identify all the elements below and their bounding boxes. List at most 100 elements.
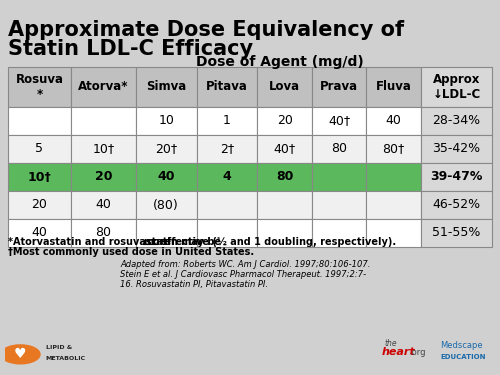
Bar [258,135,312,163]
Bar [312,163,366,191]
Bar [196,135,258,163]
Bar [8,191,71,219]
Bar [258,191,312,219]
Bar [421,67,492,107]
Text: †Most commonly used dose in United States.: †Most commonly used dose in United State… [8,247,254,257]
Bar [196,191,258,219]
Text: 5: 5 [36,142,44,156]
Text: LIPID &: LIPID & [46,345,72,350]
Text: 20†: 20† [155,142,178,156]
Bar [421,163,492,191]
Text: 40: 40 [32,226,48,240]
Text: Adapted from: Roberts WC. Am J Cardiol. 1997;80:106-107.: Adapted from: Roberts WC. Am J Cardiol. … [120,260,370,269]
Text: 2†: 2† [220,142,234,156]
Bar [71,67,136,107]
Text: 80: 80 [96,226,112,240]
Bar [71,107,136,135]
Bar [421,191,492,219]
Text: 40: 40 [96,198,112,211]
Text: 40: 40 [386,114,402,128]
Text: Dose of Agent (mg/d): Dose of Agent (mg/d) [196,55,364,69]
Text: Prava: Prava [320,81,358,93]
Bar [136,107,196,135]
Bar [71,135,136,163]
Text: Statin LDL-C Efficacy: Statin LDL-C Efficacy [8,39,253,59]
Bar [258,163,312,191]
Text: 40: 40 [158,171,175,183]
Text: 20: 20 [276,114,292,128]
Text: Fluva: Fluva [376,81,412,93]
Bar [366,191,421,219]
Text: Pitava: Pitava [206,81,248,93]
Bar [8,67,71,107]
Text: ♥: ♥ [14,347,26,362]
Text: Stein E et al. J Cardiovasc Pharmacol Therapeut. 1997;2:7-: Stein E et al. J Cardiovasc Pharmacol Th… [120,270,366,279]
Text: 10: 10 [158,114,174,128]
Bar [312,135,366,163]
Bar [196,67,258,107]
Text: 10†: 10† [28,171,52,183]
Bar [366,67,421,107]
Text: more: more [143,237,171,247]
Text: heart: heart [382,347,416,357]
Text: Simva: Simva [146,81,186,93]
Text: 28-34%: 28-34% [432,114,480,128]
Text: 80: 80 [276,171,293,183]
Bar [312,219,366,247]
Text: 16. Rosuvastatin PI, Pitavastatin PI.: 16. Rosuvastatin PI, Pitavastatin PI. [120,280,268,289]
Bar [136,163,196,191]
Bar [8,107,71,135]
Bar [8,219,71,247]
Bar [8,135,71,163]
Text: Lova: Lova [269,81,300,93]
Bar [136,135,196,163]
Text: 4: 4 [222,171,232,183]
Text: 80: 80 [331,142,347,156]
Text: 20: 20 [94,171,112,183]
Text: Approx
↓LDL-C: Approx ↓LDL-C [432,73,480,101]
Bar [8,163,71,191]
Text: 51-55%: 51-55% [432,226,480,240]
Bar [196,219,258,247]
Text: *Atorvastatin and rosuvastatin may be: *Atorvastatin and rosuvastatin may be [8,237,224,247]
Bar [71,219,136,247]
Text: 10†: 10† [92,142,114,156]
Text: the: the [385,339,398,348]
Bar [312,107,366,135]
Bar [71,163,136,191]
Text: Rosuva
*: Rosuva * [16,73,64,101]
Bar [312,191,366,219]
Bar [421,135,492,163]
Text: Approximate Dose Equivalency of: Approximate Dose Equivalency of [8,20,404,40]
Bar [258,67,312,107]
Text: 40†: 40† [274,142,295,156]
Bar [312,67,366,107]
Text: Atorva*: Atorva* [78,81,128,93]
Bar [196,163,258,191]
Bar [421,219,492,247]
Text: .org: .org [409,348,426,357]
Text: 39-47%: 39-47% [430,171,482,183]
Text: 40†: 40† [328,114,350,128]
Bar [136,67,196,107]
Circle shape [1,345,40,364]
Bar [366,163,421,191]
Bar [258,107,312,135]
Text: 46-52%: 46-52% [432,198,480,211]
Bar [196,107,258,135]
Text: EDUCATION: EDUCATION [440,354,486,360]
Bar [366,219,421,247]
Text: 1: 1 [223,114,231,128]
Bar [258,219,312,247]
Text: METABOLIC: METABOLIC [46,356,86,361]
Bar [136,219,196,247]
Bar [421,107,492,135]
Text: (80): (80) [154,198,179,211]
Text: Medscape: Medscape [440,341,482,350]
Text: 20: 20 [32,198,48,211]
Bar [366,135,421,163]
Text: 80†: 80† [382,142,404,156]
Text: effective (½ and 1 doubling, respectively).: effective (½ and 1 doubling, respectivel… [157,237,396,247]
Text: 35-42%: 35-42% [432,142,480,156]
Bar [71,191,136,219]
